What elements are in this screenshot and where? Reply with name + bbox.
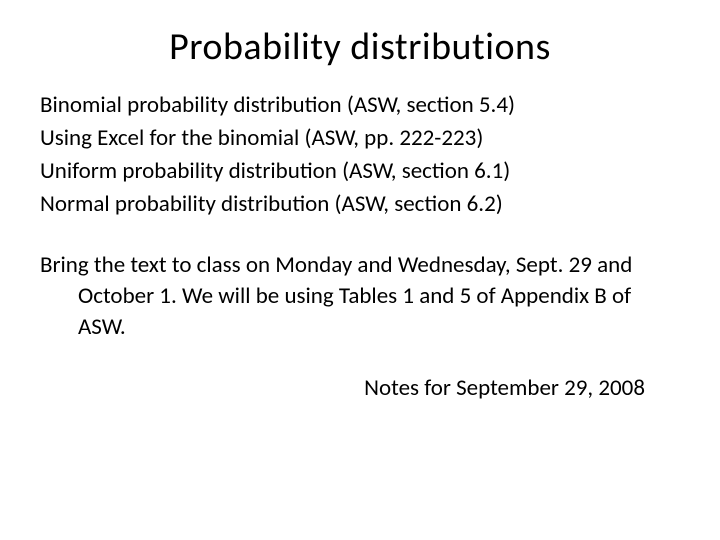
list-item: Binomial probability distribution (ASW, … <box>40 90 680 121</box>
footer-note: Notes for September 29, 2008 <box>40 373 680 404</box>
list-item: Using Excel for the binomial (ASW, pp. 2… <box>40 123 680 154</box>
list-item: Uniform probability distribution (ASW, s… <box>40 156 680 187</box>
slide-body: Binomial probability distribution (ASW, … <box>40 90 680 404</box>
body-paragraph: Bring the text to class on Monday and We… <box>78 250 680 343</box>
slide-title: Probability distributions <box>40 24 680 70</box>
list-item: Normal probability distribution (ASW, se… <box>40 189 680 220</box>
